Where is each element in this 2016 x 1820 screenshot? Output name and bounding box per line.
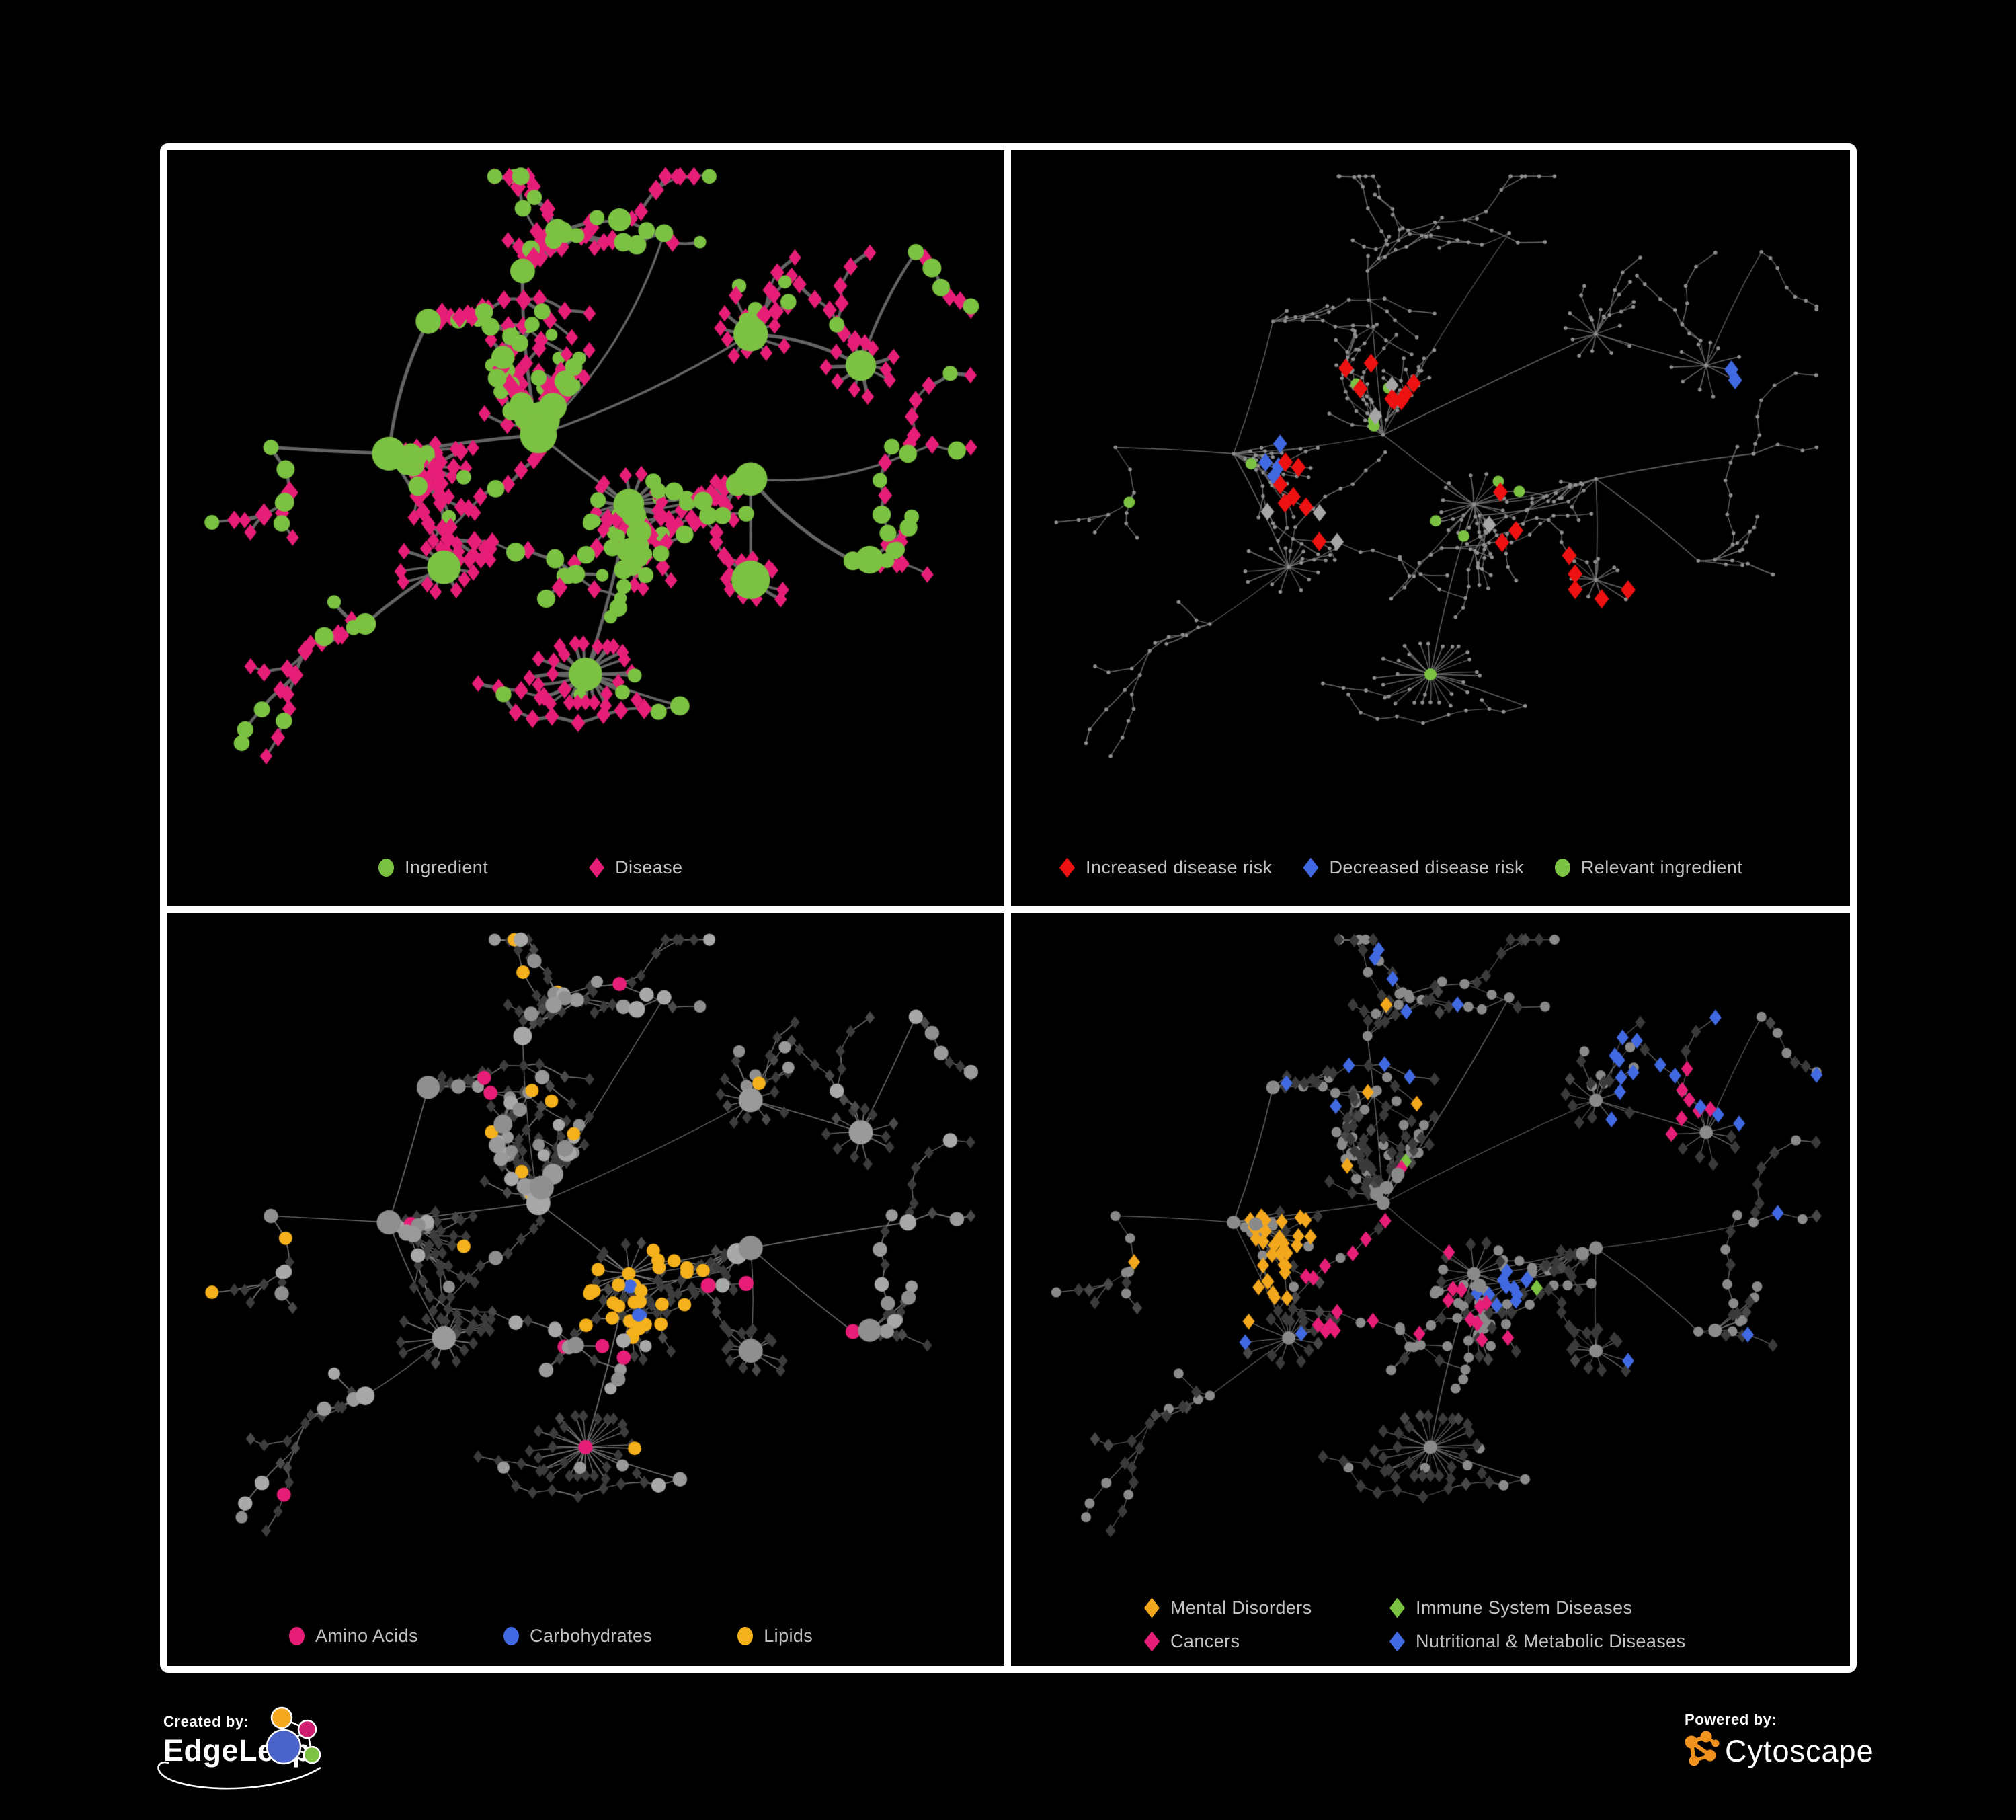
panel-disease-risk: Increased disease risk Decreased disease… [1011, 150, 1850, 906]
disease-diamond-marker [589, 857, 605, 878]
lipids-circle-marker [737, 1627, 754, 1645]
powered-by-label: Powered by: [1685, 1711, 1777, 1728]
powered-by-block: Powered by: Cytoscape [1685, 1711, 1873, 1792]
network-canvas-ingredient-disease [167, 150, 1004, 906]
legend-label: Nutritional & Metabolic Diseases [1416, 1631, 1686, 1651]
nutritional-metabolic-diamond-marker [1389, 1631, 1405, 1652]
legend-item-relevant-ingredient: Relevant ingredient [1554, 857, 1743, 878]
cytoscape-wordmark: Cytoscape [1725, 1734, 1874, 1768]
legend-item-ingredient: Ingredient [378, 857, 488, 878]
legend-label: Carbohydrates [529, 1626, 653, 1646]
legend-nutrient-classes: Amino Acids Carbohydrates Lipids [289, 1626, 813, 1647]
legend-item-immune-system-diseases: Immune System Diseases [1389, 1597, 1632, 1618]
relevant-ingredient-circle-marker [1554, 859, 1570, 877]
horizontal-divider [167, 906, 1850, 913]
network-canvas-disease-classes [1011, 913, 1850, 1666]
legend-item-mental-disorders: Mental Disorders [1144, 1597, 1312, 1618]
legend-label: Immune System Diseases [1416, 1597, 1633, 1618]
legend-disease-risk: Increased disease risk Decreased disease… [1059, 857, 1742, 878]
legend-item-lipids: Lipids [737, 1626, 813, 1647]
legend-item-increased-risk: Increased disease risk [1059, 857, 1272, 878]
panel-nutrient-classes: Amino Acids Carbohydrates Lipids [167, 913, 1004, 1666]
decreased-risk-diamond-marker [1303, 857, 1319, 878]
network-canvas-nutrient-classes [167, 913, 1004, 1666]
mental-disorders-diamond-marker [1144, 1597, 1160, 1618]
legend-item-nutritional-metabolic-diseases: Nutritional & Metabolic Diseases [1389, 1631, 1685, 1652]
legend-item-disease: Disease [589, 857, 682, 878]
legend-label: Mental Disorders [1170, 1597, 1312, 1618]
legend-ingredient-disease: Ingredient Disease [378, 857, 682, 878]
legend-label: Decreased disease risk [1329, 857, 1524, 877]
carbohydrates-circle-marker [503, 1627, 519, 1645]
network-canvas-disease-risk [1011, 150, 1850, 906]
legend-label: Relevant ingredient [1580, 857, 1743, 877]
panel-disease-classes: Mental Disorders Immune System Diseases … [1011, 913, 1850, 1666]
increased-risk-diamond-marker [1059, 857, 1075, 878]
immune-system-diamond-marker [1389, 1597, 1405, 1618]
created-by-block: Created by: EdgeLeap [157, 1706, 392, 1801]
legend-label: Cancers [1170, 1631, 1240, 1651]
legend-item-carbohydrates: Carbohydrates [503, 1626, 652, 1647]
legend-item-cancers: Cancers [1144, 1631, 1240, 1652]
cancers-diamond-marker [1144, 1631, 1160, 1652]
edgeleap-logo-icon [157, 1706, 321, 1790]
legend-label: Increased disease risk [1086, 857, 1273, 877]
legend-label: Disease [615, 857, 683, 877]
legend-item-amino-acids: Amino Acids [289, 1626, 418, 1647]
panel-grid: Ingredient Disease Increased disease ris… [160, 143, 1857, 1673]
created-by-label: Created by: [163, 1713, 249, 1730]
amino-acids-circle-marker [289, 1627, 305, 1645]
legend-label: Amino Acids [315, 1626, 418, 1646]
legend-label: Lipids [764, 1626, 813, 1646]
panel-ingredient-disease: Ingredient Disease [167, 150, 1004, 906]
legend-label: Ingredient [405, 857, 489, 877]
ingredient-circle-marker [378, 859, 394, 877]
cytoscape-logo-icon [1685, 1731, 1720, 1766]
legend-item-decreased-risk: Decreased disease risk [1303, 857, 1523, 878]
